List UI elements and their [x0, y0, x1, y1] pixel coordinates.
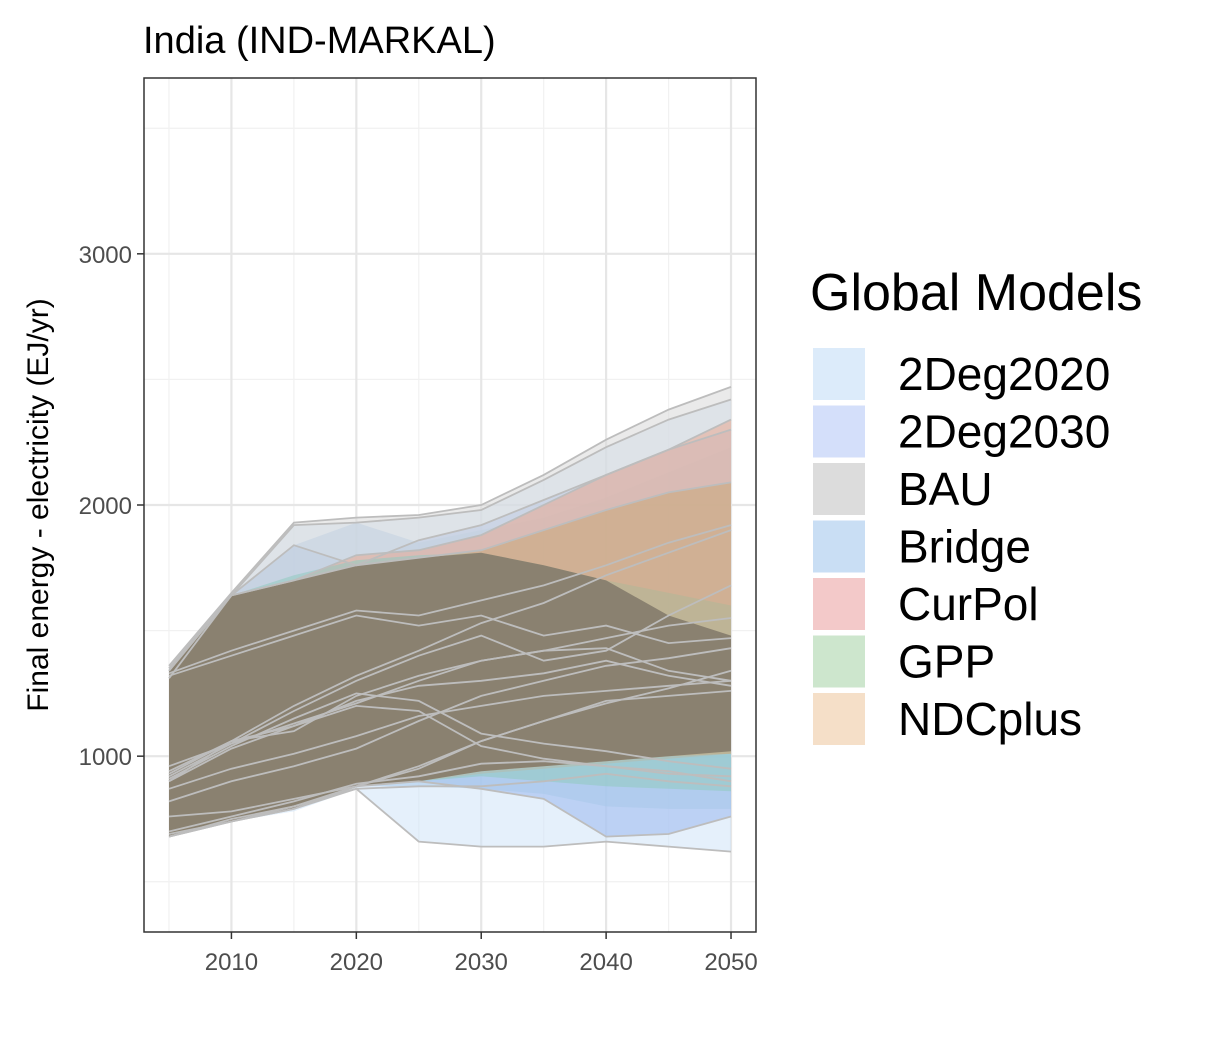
legend-label-curpol: CurPol	[898, 578, 1039, 630]
scenario-line	[168, 614, 732, 677]
legend-label-2deg2020: 2Deg2020	[898, 348, 1110, 400]
scenario-line	[168, 772, 732, 835]
axes: 2010 2020 2030 2040 2050 1000 2000 3000	[79, 242, 758, 976]
legend-key-bau	[813, 463, 865, 515]
y-tick-label: 3000	[79, 242, 132, 269]
scenario-line	[168, 481, 732, 672]
scenario-line	[168, 760, 732, 833]
legend-label-gpp: GPP	[898, 636, 995, 688]
legend-label-2deg2030: 2Deg2030	[898, 406, 1110, 458]
scenario-line	[168, 690, 732, 838]
scenario-line	[168, 524, 732, 675]
scenario-line	[168, 647, 732, 783]
scenario-line	[168, 584, 732, 778]
scenario-line	[168, 617, 732, 768]
legend-label-bridge: Bridge	[898, 521, 1031, 573]
legend-key-2deg2030	[813, 405, 865, 458]
scenario-line	[168, 529, 732, 775]
legend-key-bridge	[813, 520, 865, 573]
series-areas	[169, 386, 731, 852]
x-tick-label: 2020	[330, 949, 383, 976]
y-tick-label: 1000	[79, 744, 132, 771]
legend-key-2deg2020	[813, 348, 865, 400]
scenario-line	[168, 398, 732, 679]
scenario-line	[168, 386, 732, 667]
x-tick-label: 2030	[455, 949, 508, 976]
scenario-line	[168, 780, 732, 838]
area-overlap	[169, 552, 731, 837]
scenario-line	[168, 669, 732, 818]
x-tick-label: 2050	[704, 949, 757, 976]
y-axis-label: Final energy - electricity (EJ/yr)	[22, 298, 55, 711]
legend-title: Global Models	[810, 264, 1142, 322]
legend-label-ndcplus: NDCplus	[898, 693, 1082, 745]
scenario-line	[168, 679, 732, 790]
legend-key-ndcplus	[813, 693, 865, 745]
scenario-line	[168, 692, 732, 780]
scenario-line	[168, 704, 732, 783]
x-tick-label: 2010	[205, 949, 258, 976]
scenario-line	[168, 647, 732, 803]
legend-key-curpol	[813, 578, 865, 630]
chart-title: India (IND-MARKAL)	[143, 20, 496, 62]
legend-key-gpp	[813, 635, 865, 688]
x-tick-label: 2040	[579, 949, 632, 976]
legend-label-bau: BAU	[898, 463, 993, 515]
y-tick-label: 2000	[79, 493, 132, 520]
scenario-lines	[168, 386, 732, 853]
